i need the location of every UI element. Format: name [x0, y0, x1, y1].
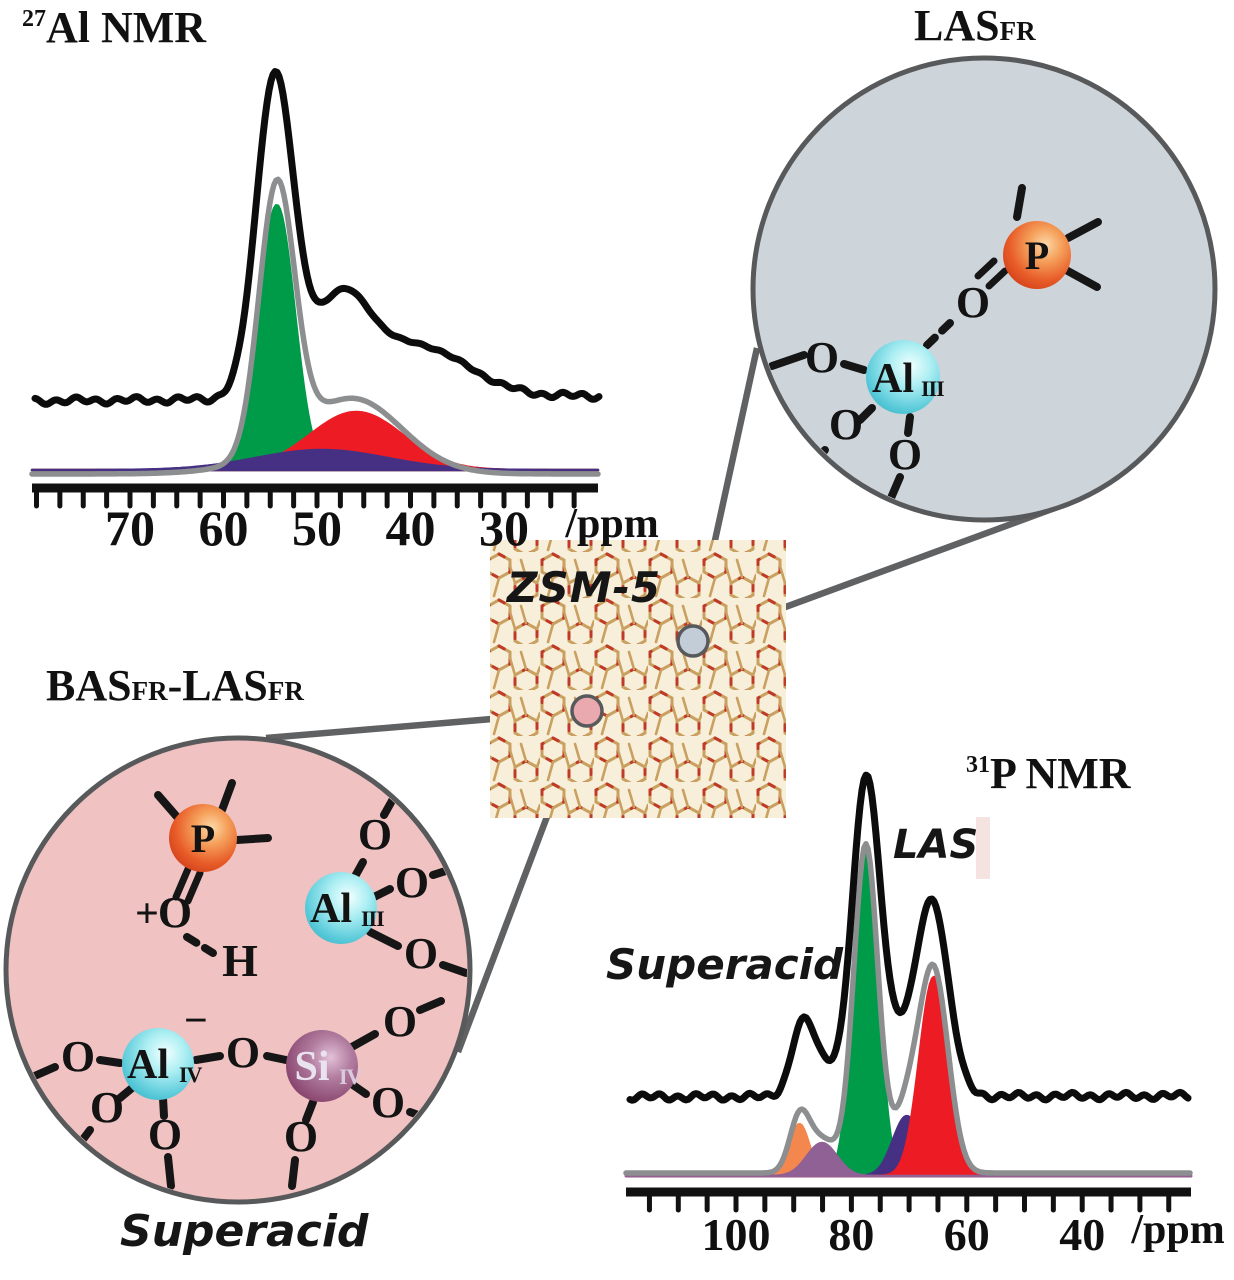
fit-peak-superacid-mauve: [624, 1141, 1193, 1178]
zsm5-label-text: ZSM-5: [507, 563, 662, 612]
atom-label-al: Al: [310, 886, 352, 932]
atom-label-o: O: [956, 278, 990, 327]
atom-label-si: Si: [294, 1044, 329, 1090]
axis-tick-label: 70: [105, 500, 155, 556]
atom-label-h: H: [222, 935, 258, 986]
atom-label-o: O: [226, 1028, 260, 1077]
atom-label-p: P: [1025, 233, 1049, 278]
p31-title-superscript: 31: [966, 752, 990, 778]
las-peak-label-text: LAS: [893, 822, 979, 868]
bas-las-title: BASFR-LASFR: [46, 664, 304, 708]
p31-title-main: P NMR: [990, 749, 1131, 798]
superacid-label-p31: Superacid: [606, 944, 843, 986]
atom-label-o: O: [395, 858, 429, 907]
silicon-iv-sphere: [286, 1030, 358, 1102]
las-fr-title-main: LAS: [914, 1, 1000, 50]
phosphorus-sphere: [1003, 221, 1071, 289]
atom-label-o: O: [90, 1083, 124, 1132]
atom-label-o: O: [61, 1032, 95, 1081]
fit-peak-broad-Al-purple: [30, 448, 600, 472]
atom-label-al-sub-iii: III: [361, 906, 384, 931]
bas-title-a: BAS: [46, 661, 132, 710]
bas-las-circle-group: P + O H Al III O O O − Al IV O O O O Si …: [3, 735, 473, 1205]
zoom-dot-las-site[interactable]: [676, 624, 710, 658]
p31-title: 31P NMR: [966, 752, 1131, 796]
atom-label-p: P: [191, 816, 215, 861]
zsm5-label: ZSM-5: [507, 567, 661, 609]
axis-tick-label: 80: [828, 1209, 874, 1260]
atom-label-o: O: [371, 1078, 405, 1127]
atom-label-o: O: [805, 333, 839, 382]
atom-label-si-sub-iv: IV: [339, 1064, 363, 1089]
superacid-label-bas: Superacid: [120, 1210, 368, 1254]
axis-tick-label: 60: [199, 500, 249, 556]
atom-label-al-sub-iii: III: [921, 376, 944, 401]
axis-tick-label: 60: [944, 1209, 990, 1260]
p31-spectrum: 100 80 60 40/ppm: [623, 771, 1225, 1260]
bas-title-b-sub: FR: [267, 676, 304, 706]
las-fr-circle-group: P O Al III O O O: [750, 55, 1218, 523]
axis-tick-label: 100: [702, 1209, 771, 1260]
atom-label-al: Al: [127, 1042, 169, 1088]
atom-label-o: O: [358, 810, 392, 859]
las-peak-label: LAS: [893, 825, 978, 865]
zoom-dot-bas-site[interactable]: [570, 694, 604, 728]
atom-label-o: O: [829, 400, 863, 449]
atom-label-o: O: [284, 1112, 318, 1161]
aluminium-iii-sphere: [305, 872, 377, 944]
envelope-line: [29, 176, 601, 477]
aluminium-iv-sphere: [122, 1028, 194, 1100]
experimental-line: [31, 68, 603, 408]
atom-label-o: O: [383, 997, 417, 1046]
zsm5-framework-image: [490, 540, 786, 818]
axis-unit-label: /ppm: [564, 501, 658, 547]
atom-label-al: Al: [872, 356, 914, 402]
las-fr-title-sub: FR: [999, 16, 1036, 46]
al27-title-superscript: 27: [22, 6, 46, 32]
experimental-line: [626, 771, 1192, 1104]
superacid-label-p31-text: Superacid: [606, 940, 844, 989]
bas-title-a-sub: FR: [131, 676, 168, 706]
phosphorus-sphere: [169, 804, 237, 872]
al27-title: 27Al NMR: [22, 6, 206, 50]
plus-charge: +: [135, 891, 159, 937]
al27-title-main: Al NMR: [46, 3, 207, 52]
axis-tick-label: 30: [479, 500, 529, 556]
envelope-line: [623, 841, 1193, 1176]
las-fr-circle[interactable]: [750, 55, 1218, 523]
atom-label-o: O: [404, 929, 438, 978]
atom-label-o: O: [148, 1110, 182, 1159]
axis-unit-label: /ppm: [1130, 1207, 1224, 1253]
superacid-label-bas-text: Superacid: [120, 1206, 369, 1257]
minus-charge: −: [184, 998, 208, 1044]
atom-label-o: O: [158, 888, 192, 937]
las-fr-title: LASFR: [914, 4, 1036, 48]
axis-tick-label: 40: [386, 500, 436, 556]
aluminium-iii-sphere: [866, 340, 940, 414]
al27-spectrum: 70 60 50 40 30/ppm: [29, 68, 659, 556]
axis-tick-label: 40: [1059, 1209, 1105, 1260]
atom-label-al-sub-iv: IV: [179, 1062, 203, 1087]
atom-label-o: O: [888, 430, 922, 479]
bas-title-b: -LAS: [167, 661, 268, 710]
las-label-highlight-bar: [976, 817, 990, 879]
axis-tick-label: 50: [292, 500, 342, 556]
